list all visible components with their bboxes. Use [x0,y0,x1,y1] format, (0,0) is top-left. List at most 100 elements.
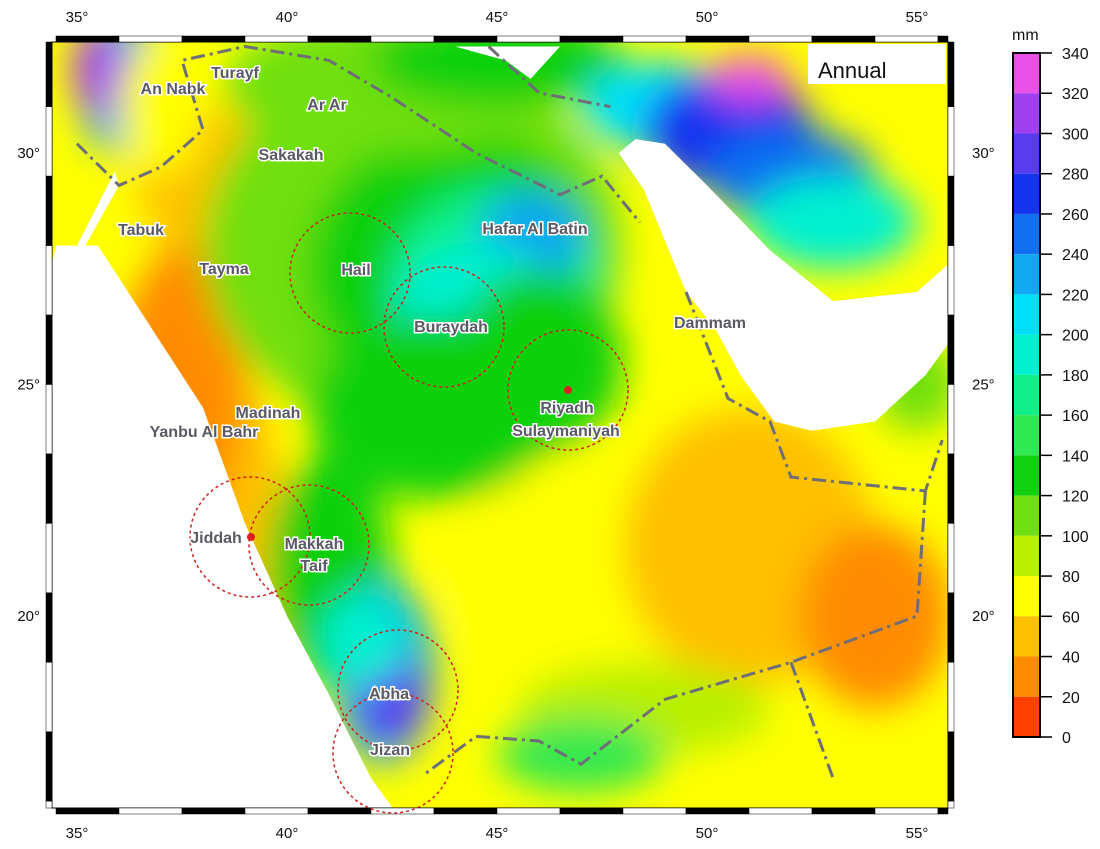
colorbar-tick-label: 80 [1062,569,1080,586]
frame-tick [45,453,53,524]
lon-tick-label: 40° [276,9,299,26]
city-label: Jiddah [190,530,242,547]
frame-tick [45,41,53,107]
frame-tick [947,592,955,663]
city-radius-circle [332,692,454,814]
colorbar-band [1013,213,1040,255]
city-label: Makkah [285,536,344,553]
jiddah-marker [247,533,255,541]
sea [618,139,948,431]
city-label: Sakakah [259,147,324,164]
country-borders [75,44,944,779]
lon-tick-label: 45° [486,9,509,26]
lon-tick-label: 40° [276,825,299,842]
city-radius-circles [189,212,629,814]
colorbar-tick-label: 200 [1062,328,1089,345]
frame-tick [433,807,498,815]
city-label: Sulaymaniyah [512,423,620,440]
panel-label: Annual [818,58,887,83]
colorbar-band [1013,455,1040,496]
frame-tick [45,662,53,732]
city-label: Taif [300,558,328,575]
rainfall-region [320,593,405,686]
lon-tick-label: 55° [906,9,929,26]
colorbar-tick-label: 40 [1062,650,1080,667]
city-labels: Turayf An Nabk Ar Ar Sakakah Tabuk Tayma Hail H… [117,64,748,761]
colorbar-tick-label: 320 [1062,86,1089,103]
rainfall-region [72,42,124,116]
sea [52,245,393,808]
rainfall-region [707,55,791,102]
colorbar-tick-label: 120 [1062,489,1089,506]
frame-tick [45,175,53,246]
frame-tick [947,731,955,802]
colorbar-tick-label: 340 [1062,46,1089,63]
city-label: Riyadh [540,400,593,417]
colorbar-band [1013,535,1040,577]
colorbar-band [1013,334,1040,375]
lon-tick-label: 50° [696,9,719,26]
frame-tick [45,384,53,455]
frame-tick [244,35,309,43]
colorbar-tick-label: 140 [1062,448,1089,465]
frame-tick [947,175,955,246]
city-label: An Nabk [141,81,206,98]
riyadh-marker [564,386,572,394]
frame-tick [55,35,120,43]
lat-tick-label: 30° [17,145,40,162]
frame-tick [244,807,309,815]
frame-tick [118,35,183,43]
city-label: Tabuk [118,222,164,239]
colorbar-tick-label: 280 [1062,167,1089,184]
frame-tick [496,35,561,43]
rainfall-region [371,42,623,107]
frame-tick [45,731,53,802]
lat-tick-label: 25° [972,377,995,394]
sea [455,46,560,79]
frame-tick [496,807,561,815]
frame-tick [622,35,687,43]
frame-tick [181,35,246,43]
frame-tick [45,800,53,809]
city-label: Tayma [199,261,249,278]
city-label: Dammam [674,315,746,332]
frame-tick [811,807,876,815]
lon-tick-label: 55° [906,825,929,842]
rainfall-region [455,269,623,454]
colorbar-tick-label: 0 [1062,730,1071,747]
frame-tick [307,807,372,815]
map-area [52,42,948,808]
city-radius-circle [189,476,311,598]
city-radius-circle [337,629,459,751]
colorbar-frame [1012,52,1041,738]
frame-tick [45,106,53,177]
frame-tick [937,35,949,43]
city-radius-circle [507,329,629,451]
rainfall-region [119,42,203,176]
frame-tick [55,807,120,815]
frame-tick [947,453,955,524]
city-label: Ar Ar [307,97,346,114]
lat-tick-label: 20° [17,608,40,625]
city-label: Madinah [236,405,301,422]
city-radius-circle [383,266,505,388]
colorbar-band [1013,576,1040,617]
colorbar-band [1013,696,1040,737]
colorbar-tick-label: 300 [1062,126,1089,143]
colorbar-tick-label: 100 [1062,529,1089,546]
lon-tick-label: 35° [66,825,89,842]
frame-tick [370,807,435,815]
colorbar-band [1013,53,1040,94]
frame-tick [947,106,955,177]
sea-mask [52,46,948,808]
frame-tick [748,35,813,43]
colorbar-band [1013,616,1040,657]
frame-tick [685,807,750,815]
frame-tick [947,662,955,732]
city-label: Turayf [211,65,259,82]
lon-tick-label: 45° [486,825,509,842]
frame-tick [45,592,53,663]
rainfall-region [799,524,948,708]
city-radius-circle [289,212,411,334]
